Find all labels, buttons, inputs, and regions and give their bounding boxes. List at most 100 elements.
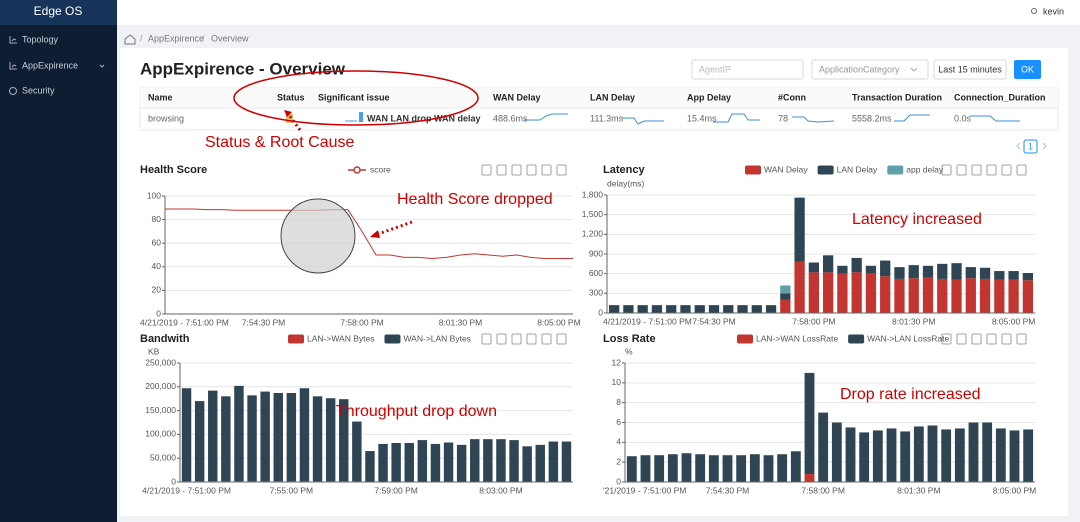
chart-title: Latency xyxy=(603,164,645,176)
x-tick-label: 8:05:00 PM xyxy=(537,317,580,327)
toolbar-icon[interactable] xyxy=(956,333,967,345)
legend-label[interactable]: LAN->WAN Bytes xyxy=(307,333,374,343)
arrow-head xyxy=(370,230,380,238)
toolbar-icon[interactable] xyxy=(986,164,997,176)
toolbar-icon[interactable] xyxy=(511,164,522,176)
toolbar-icon[interactable] xyxy=(496,164,507,176)
bar xyxy=(1009,430,1020,482)
bar xyxy=(623,305,634,313)
toolbar-icon[interactable] xyxy=(1001,333,1012,345)
page-number[interactable]: 1 xyxy=(1028,141,1033,151)
time-range[interactable]: Last 15 minutes xyxy=(938,64,1002,74)
agent-input[interactable] xyxy=(691,59,804,80)
bar xyxy=(808,262,820,273)
toolbar-icon[interactable] xyxy=(971,164,982,176)
toolbar-icon[interactable] xyxy=(526,164,537,176)
toolbar-icon[interactable] xyxy=(1016,333,1027,345)
menu-item[interactable]: Security xyxy=(9,85,56,95)
menu-label[interactable]: Topology xyxy=(22,34,59,44)
x-tick-label: 4/21/2019 - 7:51:00 PM xyxy=(140,317,229,327)
user-name[interactable]: kevin xyxy=(1043,6,1064,16)
x-tick-label: 7:58:00 PM xyxy=(340,317,383,327)
page-button[interactable] xyxy=(1023,139,1038,154)
x-tick-label: 8:03:00 PM xyxy=(479,485,522,495)
table-body: Name Status Significant issue WAN Delay … xyxy=(148,92,1046,125)
bar xyxy=(456,444,467,482)
toolbar-icon[interactable] xyxy=(481,333,492,345)
menu-item[interactable]: AppExpirence xyxy=(9,60,105,70)
legend-label[interactable]: LAN->WAN LossRate xyxy=(756,333,838,343)
legend-label[interactable]: app delay xyxy=(906,164,944,174)
toolbar-icon[interactable] xyxy=(481,164,492,176)
toolbar-icon[interactable] xyxy=(956,164,967,176)
sparkline xyxy=(970,115,1020,122)
time-button[interactable] xyxy=(933,59,1007,80)
bar xyxy=(722,455,733,482)
bar xyxy=(234,385,244,482)
x-tick-label: 4/21/2019 - 7:51:00 PM xyxy=(603,316,692,326)
ok-button[interactable] xyxy=(1014,60,1041,79)
toolbar-icon[interactable] xyxy=(496,333,507,345)
bar xyxy=(561,441,572,482)
annotation: Throughput drop down xyxy=(336,403,497,420)
bar xyxy=(886,428,897,482)
home-icon[interactable] xyxy=(124,34,136,45)
x-tick-label: 8:01:30 PM xyxy=(897,485,940,495)
y-tick-label: 1,800 xyxy=(582,189,604,199)
bar xyxy=(908,278,919,313)
breadcrumb-sep: / xyxy=(202,33,205,43)
toolbar-icon[interactable] xyxy=(971,333,982,345)
bar xyxy=(922,277,934,313)
toolbar-icon[interactable] xyxy=(986,333,997,345)
bar xyxy=(804,474,815,482)
menu-label[interactable]: Security xyxy=(22,85,55,95)
bar xyxy=(1022,273,1034,281)
y-tick-label: 80 xyxy=(152,214,162,224)
category-select[interactable] xyxy=(811,59,929,80)
user-icon xyxy=(1031,8,1037,14)
legend-label[interactable]: WAN->LAN Bytes xyxy=(403,333,470,343)
bar xyxy=(941,429,952,482)
y-tick-label: 900 xyxy=(589,248,603,258)
column-header: Significant issue xyxy=(318,92,390,102)
cell: 15.4ms xyxy=(687,113,717,123)
ok-label[interactable]: OK xyxy=(1021,64,1034,74)
agent-placeholder[interactable]: AgentIP xyxy=(699,64,731,74)
legend-label[interactable]: score xyxy=(370,164,391,174)
toolbar-icon[interactable] xyxy=(941,333,952,345)
toolbar-icon[interactable] xyxy=(526,333,537,345)
y-tick-label: 150,000 xyxy=(145,405,176,415)
y-tick-label: 60 xyxy=(152,237,162,247)
bar xyxy=(922,265,934,278)
x-tick-label: 8:01:30 PM xyxy=(892,316,935,326)
bar xyxy=(865,273,877,313)
bar xyxy=(208,390,218,482)
menu-item[interactable]: Topology xyxy=(9,34,59,44)
toolbar-icon[interactable] xyxy=(541,164,552,176)
bar xyxy=(777,454,788,482)
brand-bar xyxy=(0,0,117,25)
toolbar-icon[interactable] xyxy=(1001,164,1012,176)
toolbar-icon[interactable] xyxy=(511,333,522,345)
toolbar-icon[interactable] xyxy=(556,333,567,345)
bar xyxy=(865,265,877,274)
toolbar-icon[interactable] xyxy=(1016,164,1027,176)
column-header: App Delay xyxy=(687,92,731,102)
legend-label[interactable]: WAN->LAN LossRate xyxy=(867,333,949,343)
menu-label[interactable]: AppExpirence xyxy=(22,60,78,70)
category-placeholder[interactable]: ApplicationCategory xyxy=(819,64,900,74)
toolbar-icon[interactable] xyxy=(941,164,952,176)
breadcrumb-item[interactable]: AppExpirence xyxy=(148,33,204,43)
bar xyxy=(483,439,493,482)
bar xyxy=(651,305,663,313)
prev-page[interactable] xyxy=(1016,142,1021,150)
column-header: WAN Delay xyxy=(493,92,541,102)
chart-title: Health Score xyxy=(140,164,207,176)
legend-label[interactable]: LAN Delay xyxy=(837,164,878,174)
toolbar-icon[interactable] xyxy=(541,333,552,345)
toolbar-icon[interactable] xyxy=(556,164,567,176)
bar xyxy=(845,427,856,482)
next-page[interactable] xyxy=(1042,142,1047,150)
bar xyxy=(194,401,205,482)
legend-label[interactable]: WAN Delay xyxy=(764,164,808,174)
